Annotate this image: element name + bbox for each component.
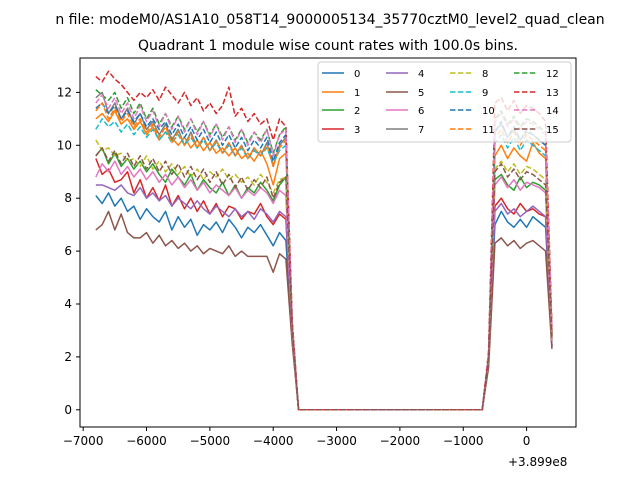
- legend-label-15: 15: [546, 125, 559, 136]
- series-line-3: [95, 158, 553, 411]
- y-tick-label: 4: [64, 297, 72, 311]
- x-offset-label: +3.899e8: [508, 455, 567, 469]
- y-tick-label: 12: [57, 85, 72, 99]
- legend-label-3: 3: [354, 125, 360, 136]
- legend-label-8: 8: [482, 69, 488, 80]
- legend-label-13: 13: [546, 88, 559, 99]
- series-line-5: [95, 210, 553, 411]
- x-tick-label: −4000: [253, 434, 294, 448]
- legend-label-9: 9: [482, 88, 488, 99]
- legend-box: [317, 61, 572, 143]
- x-tick-label: −6000: [126, 434, 167, 448]
- series-line-6: [95, 160, 553, 411]
- x-tick-label: 0: [523, 434, 531, 448]
- legend-label-14: 14: [546, 106, 559, 117]
- legend-label-2: 2: [354, 106, 360, 117]
- chart-suptitle: n file: modeM0/AS1A10_058T14_9000005134_…: [55, 12, 604, 28]
- y-tick-label: 2: [64, 350, 72, 364]
- legend-label-5: 5: [418, 88, 424, 99]
- y-tick-label: 8: [64, 191, 72, 205]
- series-line-0: [95, 192, 553, 411]
- x-tick-label: −2000: [380, 434, 421, 448]
- series-line-13: [95, 70, 553, 411]
- y-tick-label: 6: [64, 244, 72, 258]
- legend-label-4: 4: [418, 69, 424, 80]
- series-line-15: [95, 147, 553, 411]
- x-tick-label: −7000: [63, 434, 104, 448]
- series-line-1: [95, 110, 553, 411]
- legend-label-12: 12: [546, 69, 559, 80]
- x-tick-label: −1000: [443, 434, 484, 448]
- x-tick-label: −5000: [190, 434, 231, 448]
- legend-label-7: 7: [418, 125, 424, 136]
- legend-label-0: 0: [354, 69, 360, 80]
- legend-label-6: 6: [418, 106, 424, 117]
- legend-label-10: 10: [482, 106, 495, 117]
- chart-title: Quadrant 1 module wise count rates with …: [138, 38, 518, 54]
- plot-area-frame: [79, 57, 577, 428]
- series-line-8: [95, 139, 553, 411]
- series-line-4: [95, 184, 553, 411]
- x-tick-label: −3000: [316, 434, 357, 448]
- legend-label-11: 11: [482, 125, 495, 136]
- y-tick-label: 0: [64, 403, 72, 417]
- y-axis: 0 2 4 6 8 10 12: [57, 85, 80, 417]
- x-axis: −7000 −6000 −5000 −4000 −3000 −2000 −1000 0: [63, 427, 531, 448]
- legend-label-1: 1: [354, 88, 360, 99]
- y-tick-label: 10: [57, 138, 72, 152]
